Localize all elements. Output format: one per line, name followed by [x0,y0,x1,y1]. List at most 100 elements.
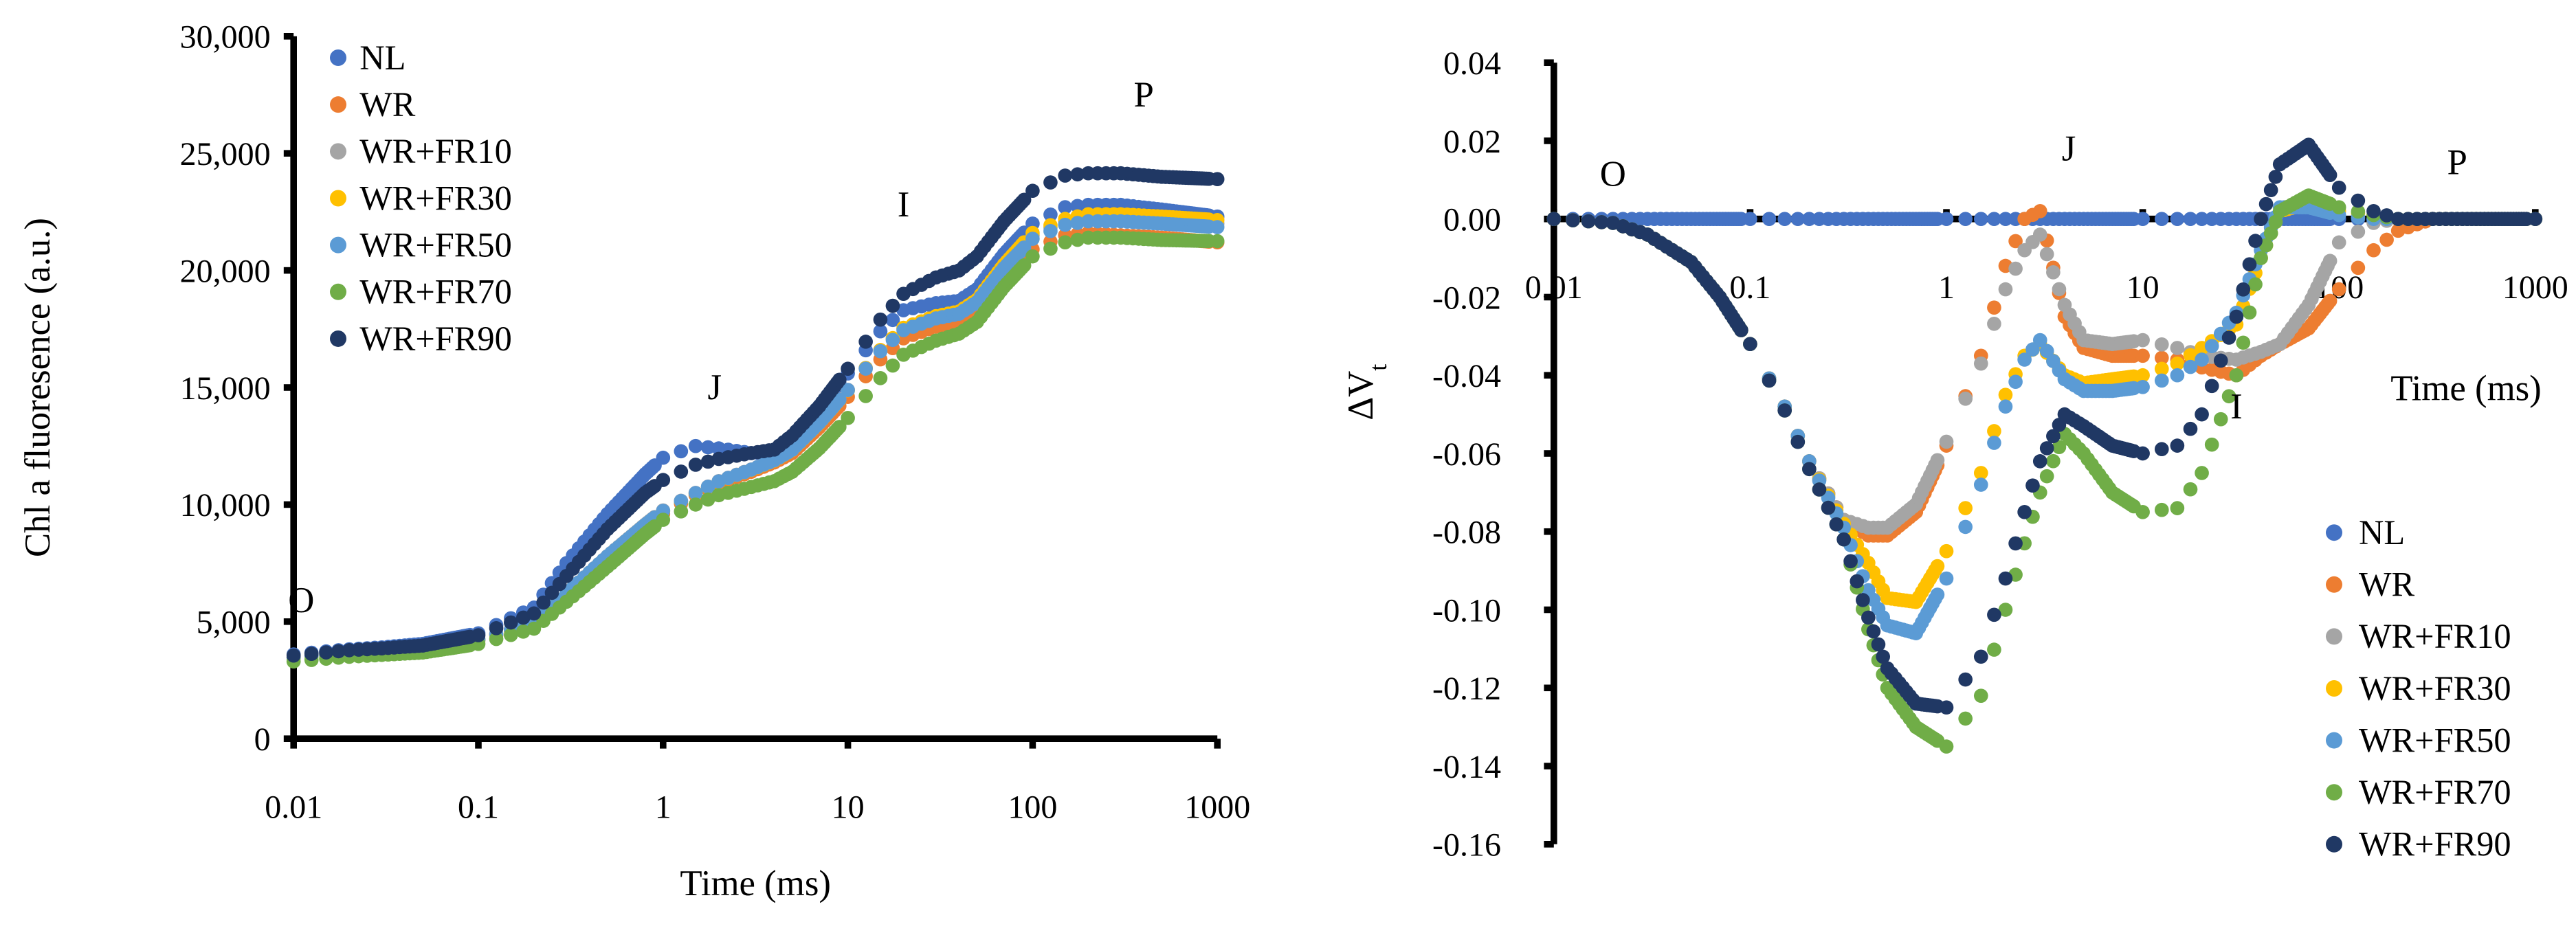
data-point [2366,204,2381,218]
data-point [2221,330,2236,345]
data-point [688,458,703,472]
legend-label: WR [359,85,416,124]
data-point [1939,571,1954,586]
data-point [2183,348,2198,363]
legend-marker [2326,576,2343,593]
data-point [2236,282,2251,297]
data-point [700,492,715,507]
legend-marker [330,330,347,347]
phase-label-j: J [2062,128,2076,168]
data-point [2052,282,2067,297]
data-point [1876,649,1890,664]
data-point [885,313,900,328]
phase-label-j: J [707,368,722,407]
data-point [2170,212,2185,227]
legend-right: NL WR WR+FR10 WR+FR30 WR+FR50 WR+FR70 WR+FR90 [2326,513,2511,864]
y-tick-label: 0.00 [1443,202,1501,238]
data-point [1958,672,1973,687]
data-point [1998,399,2013,414]
data-point [1973,649,1988,664]
data-point [656,513,671,527]
data-point [2170,368,2185,383]
data-point [2195,466,2209,480]
legend-marker [330,143,347,160]
data-point [2046,453,2061,469]
data-point [2008,261,2023,276]
x-tick-label: 10 [832,789,865,825]
data-point [1762,212,1777,227]
legend-label: WR+FR90 [2359,825,2511,864]
legend-marker [2326,628,2343,645]
y-axis-title-subscript: t [1364,364,1392,371]
data-point [1856,593,1870,607]
y-tick-label: 0.02 [1443,124,1501,160]
data-point [1866,624,1881,639]
data-point [1025,183,1040,199]
data-point [873,312,888,327]
legend-label: WR+FR30 [2359,669,2511,708]
x-axis-title: Time (ms) [2390,369,2542,409]
data-point [1958,519,1973,535]
x-tick-label: 0.1 [458,789,499,825]
data-point [1829,517,1844,532]
legend-marker [330,283,347,300]
data-point [2263,226,2278,240]
data-point [2204,379,2219,394]
data-point [2135,333,2150,348]
legend-label: WR [2359,565,2415,604]
data-point [2379,232,2394,247]
data-point [674,464,689,479]
phase-label-i: I [898,185,910,225]
data-point [2242,305,2257,320]
y-tick-label: 5,000 [197,605,271,641]
data-point [1987,642,2001,657]
data-point [1987,316,2001,331]
legend-label: WR+FR70 [359,273,512,311]
data-point [700,480,715,494]
data-point [2170,341,2185,355]
data-point [2322,254,2338,269]
y-tick-label: -0.08 [1432,515,1501,551]
y-tick-label: 0.04 [1443,45,1501,82]
data-point [656,473,671,487]
data-point [1734,323,1748,337]
legend-marker [330,236,347,254]
series-nl [286,197,1225,662]
data-point [1594,214,1609,229]
data-point [2170,356,2185,371]
data-point [331,644,346,659]
data-point [2366,243,2381,258]
legend-left: NL WR WR+FR10 WR+FR30 WR+FR50 WR+FR70 WR+FR90 [330,38,512,358]
data-point [1070,199,1085,214]
legend-marker [330,96,347,113]
data-point [1777,212,1792,227]
data-point [1973,356,1988,371]
data-point [832,372,847,387]
data-point [2025,478,2040,493]
legend-label: WR+FR30 [359,179,512,217]
phase-label-o: O [288,581,314,620]
data-point [2135,212,2150,227]
y-tick-label: -0.12 [1432,671,1501,707]
data-point [885,333,900,348]
data-point [2229,309,2244,324]
data-point [2229,368,2244,383]
y-tick-label: 30,000 [180,19,271,56]
data-point [1017,192,1032,207]
data-point [1058,200,1073,214]
data-point [2248,234,2263,248]
data-point [504,615,518,630]
data-point [2268,214,2283,229]
y-tick-label: -0.04 [1432,358,1501,394]
data-point [2046,429,2061,444]
legend-marker [2326,835,2343,853]
data-point [688,497,703,512]
data-point [2154,212,2169,227]
data-point [1210,172,1225,187]
data-point [1070,216,1085,230]
data-point [1581,214,1596,229]
data-point [674,494,689,508]
data-point [2154,442,2169,457]
data-point [1790,434,1806,449]
legend-marker [330,190,347,207]
